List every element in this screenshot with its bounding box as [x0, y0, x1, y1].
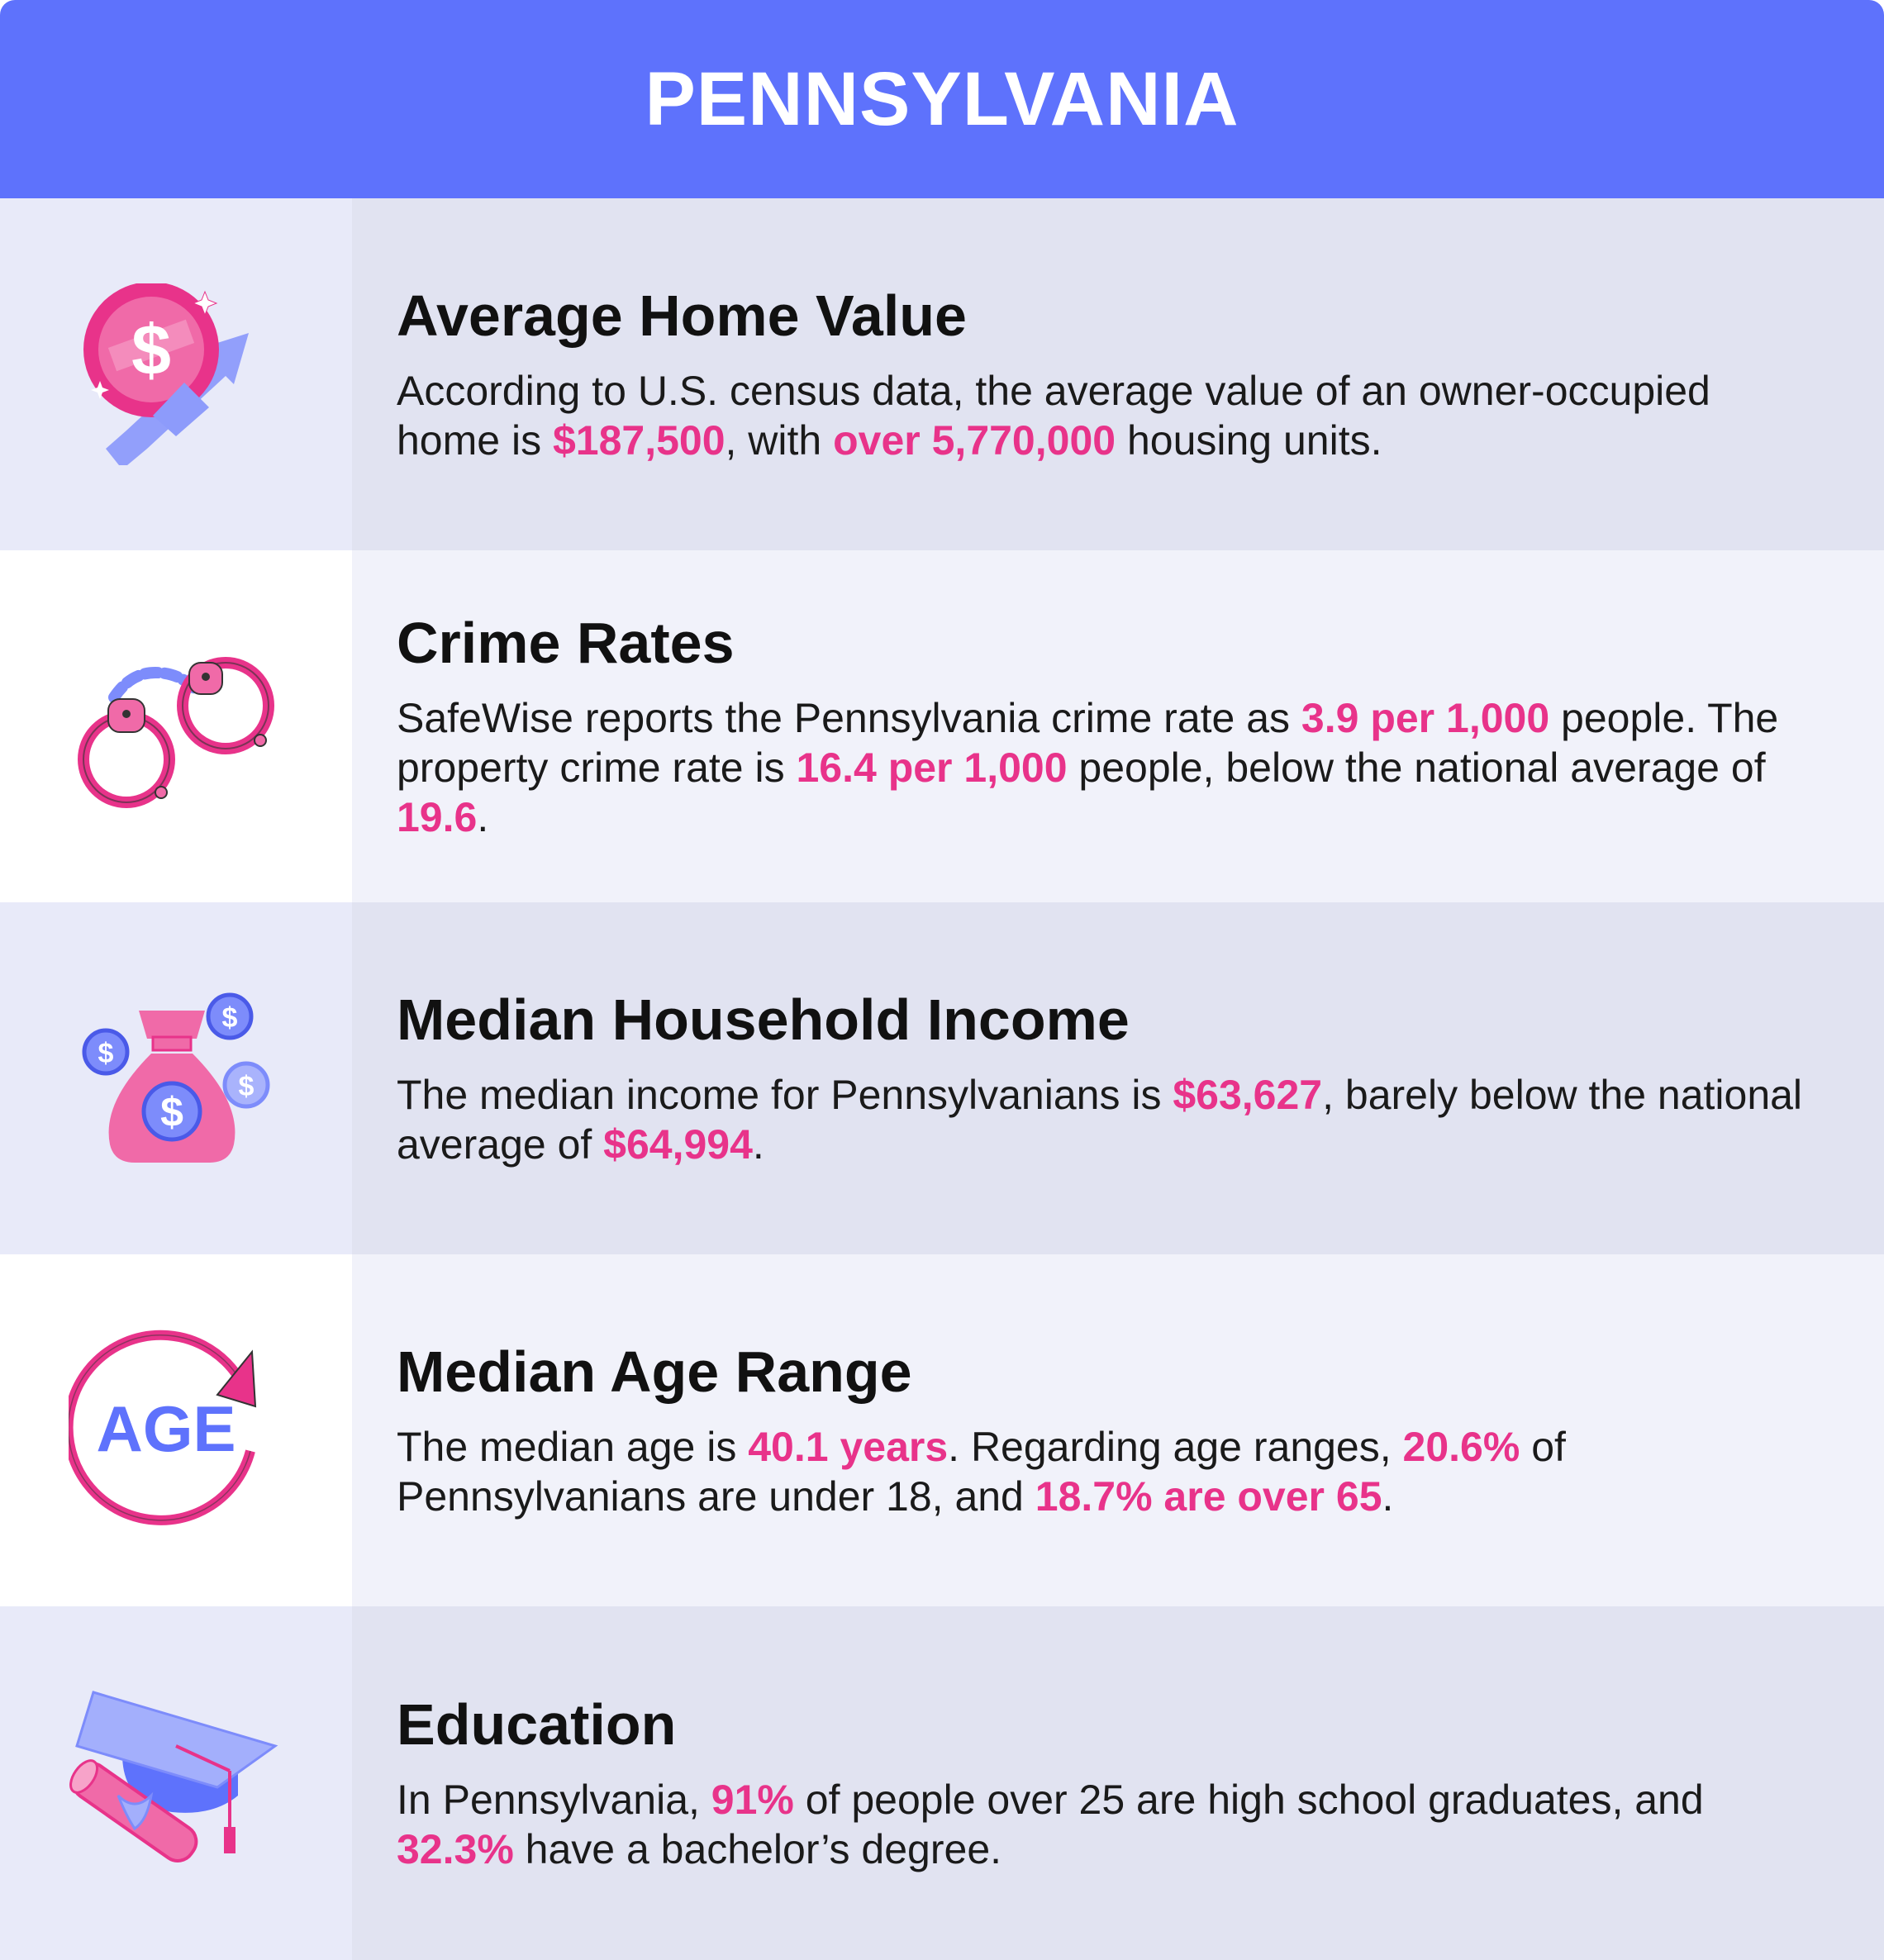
header-banner: PENNSYLVANIA	[0, 0, 1884, 198]
section-title: Median Age Range	[397, 1339, 912, 1404]
text-cell: Median Household Income The median incom…	[352, 902, 1884, 1254]
icon-cell: $ $ $ $	[0, 902, 352, 1254]
section-body: In Pennsylvania, 91% of people over 25 a…	[397, 1776, 1704, 1872]
graduation-cap-diploma-icon	[69, 1691, 278, 1862]
section-body: SafeWise reports the Pennsylvania crime …	[397, 694, 1779, 840]
section-median-age: AGE Median Age Range The median age is 4…	[0, 1254, 1884, 1606]
section-household-income: $ $ $ $ Median Household Income The medi…	[0, 902, 1884, 1254]
svg-text:$: $	[131, 311, 171, 390]
age-cycle-icon: AGE	[69, 1330, 257, 1525]
page-title: PENNSYLVANIA	[645, 56, 1239, 141]
svg-text:$: $	[160, 1089, 183, 1135]
section-title: Average Home Value	[397, 283, 967, 348]
svg-text:$: $	[98, 1038, 114, 1069]
section-title: Median Household Income	[397, 987, 1130, 1052]
text-cell: Average Home Value According to U.S. cen…	[352, 198, 1884, 550]
age-icon-text: AGE	[96, 1392, 236, 1465]
section-body: The median income for Pennsylvanians is …	[397, 1071, 1803, 1168]
section-body: According to U.S. census data, the avera…	[397, 367, 1710, 464]
section-title: Education	[397, 1691, 677, 1757]
section-education: Education In Pennsylvania, 91% of people…	[0, 1606, 1884, 1960]
text-cell: Education In Pennsylvania, 91% of people…	[352, 1606, 1884, 1960]
svg-text:$: $	[222, 1002, 238, 1034]
money-bag-icon: $ $ $ $	[82, 992, 270, 1163]
icon-cell	[0, 1606, 352, 1960]
svg-text:$: $	[239, 1071, 255, 1102]
section-title: Crime Rates	[397, 610, 735, 675]
section-crime-rates: Crime Rates SafeWise reports the Pennsyl…	[0, 550, 1884, 902]
text-cell: Crime Rates SafeWise reports the Pennsyl…	[352, 550, 1884, 902]
icon-cell	[0, 550, 352, 902]
section-home-value: $ Average Home Value According to U.S. c…	[0, 198, 1884, 550]
icon-cell: $	[0, 198, 352, 550]
dollar-coin-growth-icon: $	[83, 283, 249, 465]
text-cell: Median Age Range The median age is 40.1 …	[352, 1254, 1884, 1606]
icon-cell: AGE	[0, 1254, 352, 1606]
section-body: The median age is 40.1 years. Regarding …	[397, 1423, 1566, 1520]
handcuffs-icon	[78, 657, 274, 808]
